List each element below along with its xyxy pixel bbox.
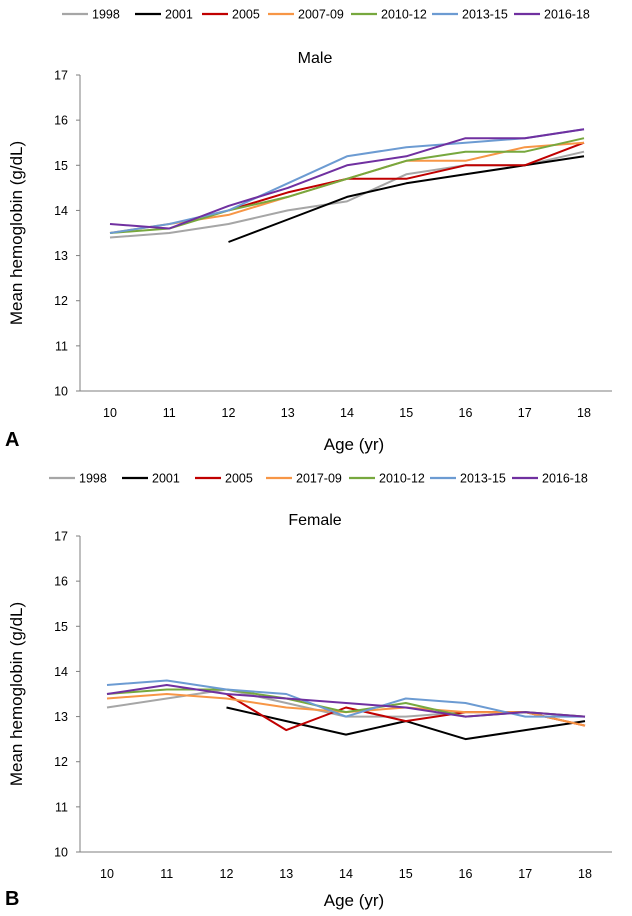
x-axis-label: Age (yr) [324, 891, 384, 910]
legend-label: 2010-12 [381, 8, 427, 22]
legend-label: 2007-09 [298, 8, 344, 22]
x-tick-label: 11 [163, 406, 176, 420]
legend-label: 2010-12 [379, 472, 425, 486]
legend-label: 2017-09 [296, 472, 342, 486]
legend-label: 2013-15 [462, 8, 508, 22]
y-tick-label: 11 [55, 800, 68, 814]
chart-title: Male [298, 50, 333, 67]
y-tick-label: 15 [54, 620, 68, 634]
series-line-2017-09 [106, 693, 586, 727]
x-tick-label: 13 [281, 406, 295, 420]
y-tick-label: 10 [54, 385, 68, 399]
panel-label: A [5, 429, 19, 451]
y-tick-label: 12 [54, 755, 68, 769]
series-line-2010-12 [109, 137, 585, 234]
x-tick-label: 15 [399, 867, 413, 881]
legend-label: 2005 [232, 8, 260, 22]
legend-label: 2016-18 [542, 472, 588, 486]
y-tick-label: 11 [55, 339, 68, 353]
x-tick-label: 18 [578, 867, 592, 881]
legend-label: 1998 [79, 472, 107, 486]
x-tick-label: 10 [103, 406, 117, 420]
legend-label: 1998 [92, 8, 120, 22]
x-tick-label: 12 [220, 867, 234, 881]
legend: 1998 2001 2005 2007-09 2010-12 2013-15 2016-18 [62, 8, 590, 22]
y-axis-label: Mean hemoglobin (g/dL) [7, 602, 26, 786]
y-tick-label: 14 [54, 665, 68, 679]
chart-panel-a: 1998 2001 2005 2007-09 2010-12 2013-15 2016-18… [5, 8, 612, 454]
y-tick-label: 12 [54, 294, 68, 308]
x-tick-label: 14 [340, 406, 354, 420]
chart-title: Female [288, 512, 341, 529]
series-line-2013-15 [109, 128, 585, 234]
y-tick-label: 16 [54, 114, 68, 128]
x-tick-label: 16 [459, 867, 473, 881]
x-tick-label: 14 [339, 867, 353, 881]
x-tick-label: 13 [279, 867, 293, 881]
y-tick-label: 14 [54, 204, 68, 218]
legend-label: 2016-18 [544, 8, 590, 22]
legend-label: 2013-15 [460, 472, 506, 486]
series-line-2005 [228, 141, 585, 212]
y-tick-label: 13 [54, 249, 68, 263]
y-tick-label: 16 [54, 575, 68, 589]
legend-label: 2001 [165, 8, 193, 22]
x-tick-label: 18 [577, 406, 591, 420]
x-tick-label: 17 [518, 406, 532, 420]
x-tick-label: 17 [518, 867, 532, 881]
panel-label: B [5, 888, 19, 910]
y-tick-label: 17 [54, 530, 68, 544]
chart-panel-b: 1998 2001 2005 2017-09 2010-12 2013-15 2016-18… [5, 472, 612, 910]
series-line-2013-15 [106, 679, 585, 718]
x-tick-label: 12 [222, 406, 236, 420]
series-line-2016-18 [109, 128, 585, 230]
x-tick-label: 15 [399, 406, 413, 420]
y-axis-label: Mean hemoglobin (g/dL) [7, 141, 26, 325]
y-tick-label: 17 [54, 69, 68, 83]
legend: 1998 2001 2005 2017-09 2010-12 2013-15 2016-18 [49, 472, 588, 486]
legend-label: 2005 [225, 472, 253, 486]
x-tick-label: 10 [100, 867, 114, 881]
series-line-2016-18 [106, 684, 586, 718]
x-tick-label: 16 [459, 406, 473, 420]
legend-label: 2001 [152, 472, 180, 486]
x-axis-label: Age (yr) [324, 435, 384, 454]
y-tick-label: 15 [54, 159, 68, 173]
y-tick-label: 13 [54, 710, 68, 724]
x-tick-label: 11 [160, 867, 173, 881]
y-tick-label: 10 [54, 846, 68, 860]
